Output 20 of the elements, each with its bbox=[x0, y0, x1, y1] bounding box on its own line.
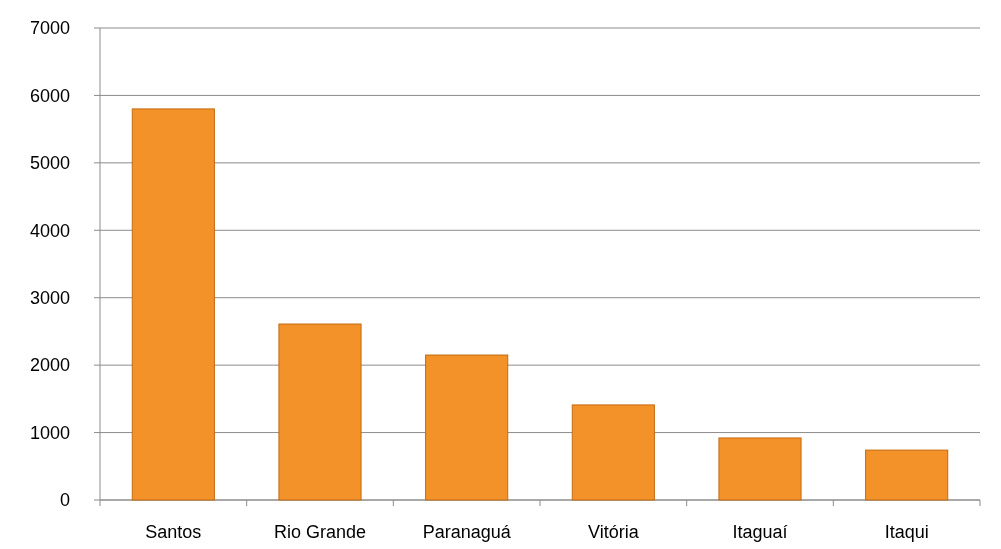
y-tick-label: 4000 bbox=[29, 220, 70, 241]
y-tick-label: 1000 bbox=[29, 422, 70, 443]
x-tick-label: Vitória bbox=[587, 522, 640, 542]
y-tick-label: 6000 bbox=[29, 85, 70, 106]
y-tick-label: 5000 bbox=[29, 153, 70, 174]
x-tick-label: Rio Grande bbox=[273, 522, 367, 542]
x-tick-label: Itaqui bbox=[884, 522, 929, 542]
x-tick-label: Paranaguá bbox=[422, 522, 512, 542]
y-tick-label: 3000 bbox=[29, 288, 70, 309]
x-tick-label: Santos bbox=[145, 522, 202, 542]
x-tick-label: Itaguaí bbox=[732, 522, 788, 542]
y-tick-label: 0 bbox=[59, 490, 70, 511]
bar bbox=[425, 354, 509, 501]
bar bbox=[718, 437, 802, 501]
y-tick-label: 7000 bbox=[29, 18, 70, 39]
y-tick-label: 2000 bbox=[29, 355, 70, 376]
bar bbox=[278, 323, 362, 501]
bar bbox=[571, 404, 655, 501]
bar bbox=[131, 108, 215, 501]
bar bbox=[865, 449, 949, 501]
